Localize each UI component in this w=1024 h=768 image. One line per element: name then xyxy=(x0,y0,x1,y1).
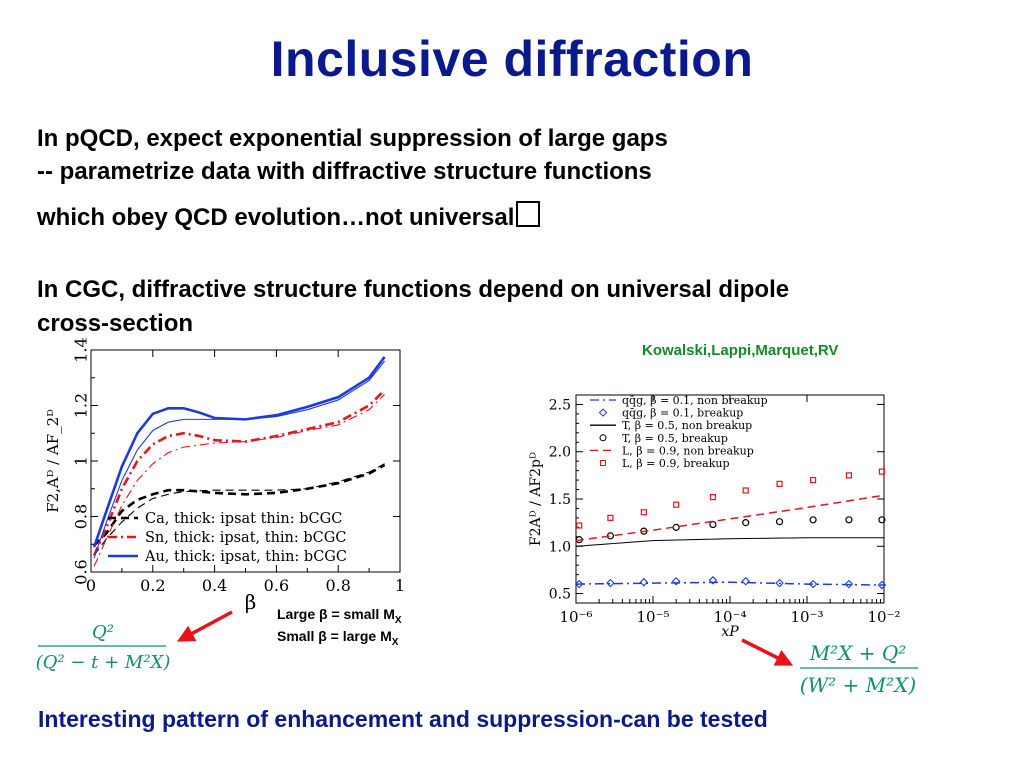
chart1-series-line-4 xyxy=(92,356,386,548)
text-line-5: cross-section xyxy=(37,310,194,337)
chart2-legend-swatch xyxy=(600,460,606,466)
chart2-xtick-label: 10⁻⁶ xyxy=(559,608,592,626)
chart2-legend-label: qq̄g, β = 0.1, non breakup xyxy=(622,394,768,407)
chart2-point-square xyxy=(576,522,583,529)
chart2-point-diamond xyxy=(844,579,854,589)
formulas: Q² (Q² − t + M²X) M²X + Q² (W² + M²X) xyxy=(36,622,918,697)
chart1-ytick-label: 0.8 xyxy=(72,504,91,529)
chart2-xtick-label: 10⁻² xyxy=(867,608,900,626)
chart2-point-diamond xyxy=(775,578,784,588)
chart2-ytick-label: 1.0 xyxy=(549,539,571,555)
chart1-series-line-1 xyxy=(93,463,385,556)
formula-left-numerator: Q² xyxy=(92,622,114,643)
author-credit: Kowalski,Lappi,Marquet,RV xyxy=(642,342,839,359)
text-line-3-text: which obey QCD evolution…not universal xyxy=(37,204,515,231)
chart2-series-line-2 xyxy=(575,537,884,547)
chart2-legend-swatch xyxy=(598,408,608,417)
chart2-point-square xyxy=(607,514,614,522)
chart2-point-square xyxy=(742,487,749,494)
chart2-legend-label: T, β = 0.5, breakup xyxy=(622,432,728,445)
chart2-point-square xyxy=(709,494,717,501)
chart2-series-line-4 xyxy=(575,494,885,542)
chart2-point-circle xyxy=(775,518,784,526)
chart2-point-square xyxy=(809,476,817,484)
chart2-point-diamond xyxy=(877,580,887,590)
chart1-ytick-label: 1 xyxy=(72,456,91,466)
chart2-point-square xyxy=(878,468,886,475)
chart2-legend-label: L, β = 0.9, breakup xyxy=(622,457,730,470)
chart2-point-circle xyxy=(878,516,886,524)
chart1-legend-label: Au, thick: ipsat, thin: bCGC xyxy=(144,549,347,565)
bottom-statement: Interesting pattern of enhancement and s… xyxy=(38,706,768,732)
chart2-point-circle xyxy=(709,520,717,529)
chart2-point-diamond xyxy=(808,579,818,589)
chart2-point-square xyxy=(845,472,852,479)
chart1-ytick-label: 0.6 xyxy=(72,559,91,584)
chart-beta-ratio: 0 0.2 0.4 0.6 0.8 1 0.6 0.8 1 1.2 1.4 β F2,Aᴰ / AF_2… xyxy=(44,337,405,614)
chart-xp-ratio: 10⁻⁶ 10⁻⁵ 10⁻⁴ 10⁻³ 10⁻² 0.5 1.0 1.5 2.0 2.5 xP F2A… xyxy=(528,394,901,640)
chart2-point-diamond xyxy=(741,576,750,586)
note-large-beta-sub: X xyxy=(394,614,402,626)
formula-right-denominator: (W² + M²X) xyxy=(800,673,916,697)
note-small-beta: Small β = large MX xyxy=(277,628,398,648)
chart2-xlabel: xP xyxy=(721,624,739,640)
chart1-series-line-3 xyxy=(93,394,385,567)
chart2-point-square xyxy=(640,509,647,516)
chart2-series-line-0 xyxy=(575,581,885,586)
empty-box-glyph xyxy=(516,201,541,227)
arrow-right xyxy=(741,638,794,666)
formula-left-denominator: (Q² − t + M²X) xyxy=(36,652,171,673)
chart2-point-diamond xyxy=(606,578,615,588)
chart1-xlabel: β xyxy=(245,590,257,614)
text-line-1: In pQCD, expect exponential suppression … xyxy=(37,125,668,152)
chart2-legend-label: L, β = 0.9, non breakup xyxy=(622,444,754,457)
chart1-ylabel: F2,Aᴰ / AF_2ᴰ xyxy=(44,409,62,513)
chart2-ytick-label: 2.5 xyxy=(549,397,571,413)
slide-title: Inclusive diffraction xyxy=(270,31,754,87)
note-large-beta-text: Large β = small M xyxy=(277,606,395,622)
chart1-xtick-label: 0.8 xyxy=(325,576,350,595)
text-line-2: -- parametrize data with diffractive str… xyxy=(37,158,652,185)
chart1-xtick-label: 0.4 xyxy=(202,576,227,595)
chart2-point-square xyxy=(673,501,680,508)
chart1-legend-label: Sn, thick: ipsat, thin: bCGC xyxy=(145,530,346,546)
chart1-ytick-label: 1.2 xyxy=(72,393,91,418)
chart2-point-square xyxy=(776,480,783,487)
chart2-point-diamond xyxy=(574,579,584,589)
chart2-xtick-label: 10⁻⁴ xyxy=(713,608,746,626)
chart1-legend-label: Ca, thick: ipsat thin: bCGC xyxy=(145,511,342,527)
chart2-ylabel: F2Aᴰ / AF2pᴰ xyxy=(528,452,544,546)
chart1-series-line-5 xyxy=(93,360,385,559)
note-small-beta-sub: X xyxy=(391,636,399,648)
chart1-xtick-label: 0.6 xyxy=(264,576,289,595)
chart2-ytick-label: 2.0 xyxy=(549,445,571,461)
chart2-point-diamond xyxy=(708,576,718,585)
formula-right-numerator: M²X + Q² xyxy=(809,641,907,665)
chart1-series-line-2 xyxy=(92,389,386,556)
note-large-beta: Large β = small MX xyxy=(277,606,402,626)
chart2-point-circle xyxy=(809,516,817,524)
chart2-ytick-label: 1.5 xyxy=(549,492,571,508)
note-small-beta-text: Small β = large M xyxy=(277,628,392,644)
text-line-4: In CGC, diffractive structure functions … xyxy=(37,276,790,303)
chart2-ytick-label: 0.5 xyxy=(549,587,571,603)
chart2-xtick-label: 10⁻⁵ xyxy=(636,608,669,626)
chart1-xtick-label: 0 xyxy=(86,576,96,595)
chart1-xtick-label: 0.2 xyxy=(140,576,165,595)
chart1-ytick-label: 1.4 xyxy=(72,337,91,362)
chart2-legend-label: T, β = 0.5, non breakup xyxy=(622,419,752,432)
chart2-point-diamond xyxy=(671,576,681,586)
chart2-legend-swatch xyxy=(599,434,607,442)
chart2-point-diamond xyxy=(639,577,649,587)
chart1-xtick-label: 1 xyxy=(395,576,405,595)
text-line-3: which obey QCD evolution…not universal xyxy=(37,201,541,232)
chart2-point-circle xyxy=(742,519,750,527)
chart2-legend-label: qq̄g, β = 0.1, breakup xyxy=(622,407,743,420)
arrow-left xyxy=(176,610,233,642)
chart2-xtick-label: 10⁻³ xyxy=(790,608,823,626)
chart2-point-circle xyxy=(845,516,853,524)
